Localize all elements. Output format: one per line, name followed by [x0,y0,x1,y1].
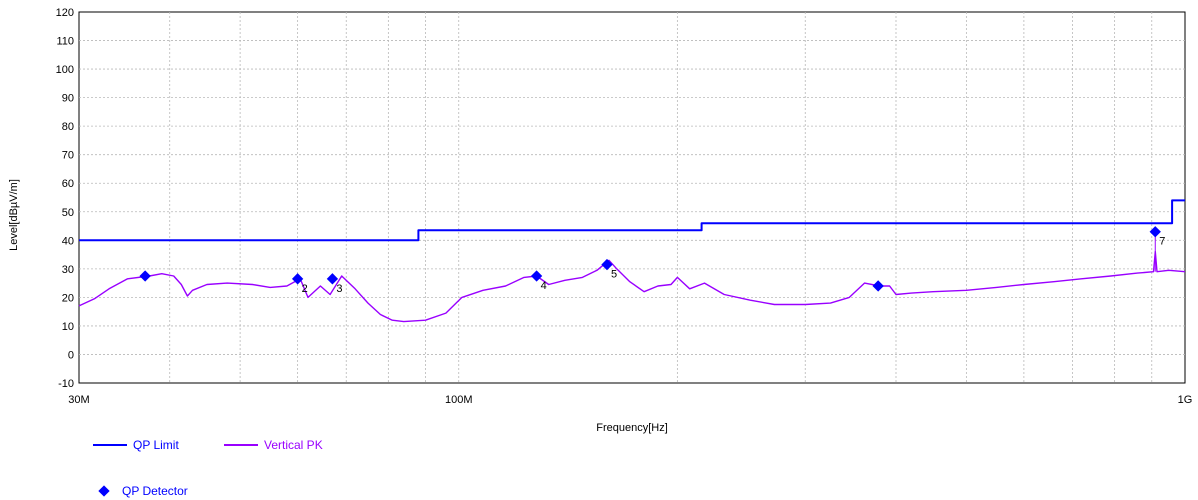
x-tick-label: 100M [445,394,473,406]
series-vertical-pk [78,251,1186,323]
x-axis-label: Frequency[Hz] [596,422,668,434]
y-tick-label: 20 [62,292,74,304]
qp-marker [291,273,304,285]
legend-item-qp-detector: QP Detector [90,484,188,498]
y-tick-label: 10 [62,321,74,333]
qp-marker-label: 5 [611,269,617,281]
y-tick-label: 70 [62,150,74,162]
y-axis-label: Level[dBµV/m] [8,179,20,251]
y-tick-label: 30 [62,264,74,276]
y-tick-label: 100 [56,64,74,76]
y-axis-ticks: -10 0 10 20 30 40 50 60 70 80 90 100 110 120 [56,7,74,390]
series-qp-limit [79,199,1185,242]
y-tick-label: 50 [62,207,74,219]
qp-marker-label: 7 [1159,236,1165,248]
plot-area [78,199,1186,323]
y-tick-label: -10 [58,378,74,390]
y-tick-label: 110 [56,36,74,48]
y-tick-label: 120 [56,7,74,19]
vertical-pk-swatch [224,444,258,446]
legend-label-qp-limit: QP Limit [133,438,179,452]
legend-item-qp-limit: QP Limit [93,438,179,452]
qp-marker [326,273,339,285]
y-tick-label: 60 [62,178,74,190]
plot-frame [78,11,1186,384]
qp-marker-label: 2 [302,283,308,295]
qp-marker [872,280,884,292]
y-tick-label: 80 [62,121,74,133]
diamond-icon [98,485,110,497]
x-tick-label: 30M [68,394,89,406]
legend-label-vertical-pk: Vertical PK [264,438,323,452]
legend-item-vertical-pk: Vertical PK [224,438,323,452]
grid [78,11,1186,384]
qp-marker [139,270,151,282]
qp-marker-label: 3 [336,283,342,295]
qp-marker-label: 4 [541,280,547,292]
qp-marker [1149,226,1161,238]
x-tick-label: 1G [1178,394,1193,406]
y-tick-label: 0 [68,349,74,361]
y-tick-label: 40 [62,235,74,247]
x-axis-ticks: 30M 100M 1G [68,394,1192,406]
marker-layer: 2 3 4 5 7 [139,226,1165,295]
qp-limit-swatch [93,444,127,446]
qp-marker [601,258,613,271]
y-tick-label: 90 [62,93,74,105]
legend-label-qp-detector: QP Detector [122,484,188,498]
qp-marker [530,270,543,282]
